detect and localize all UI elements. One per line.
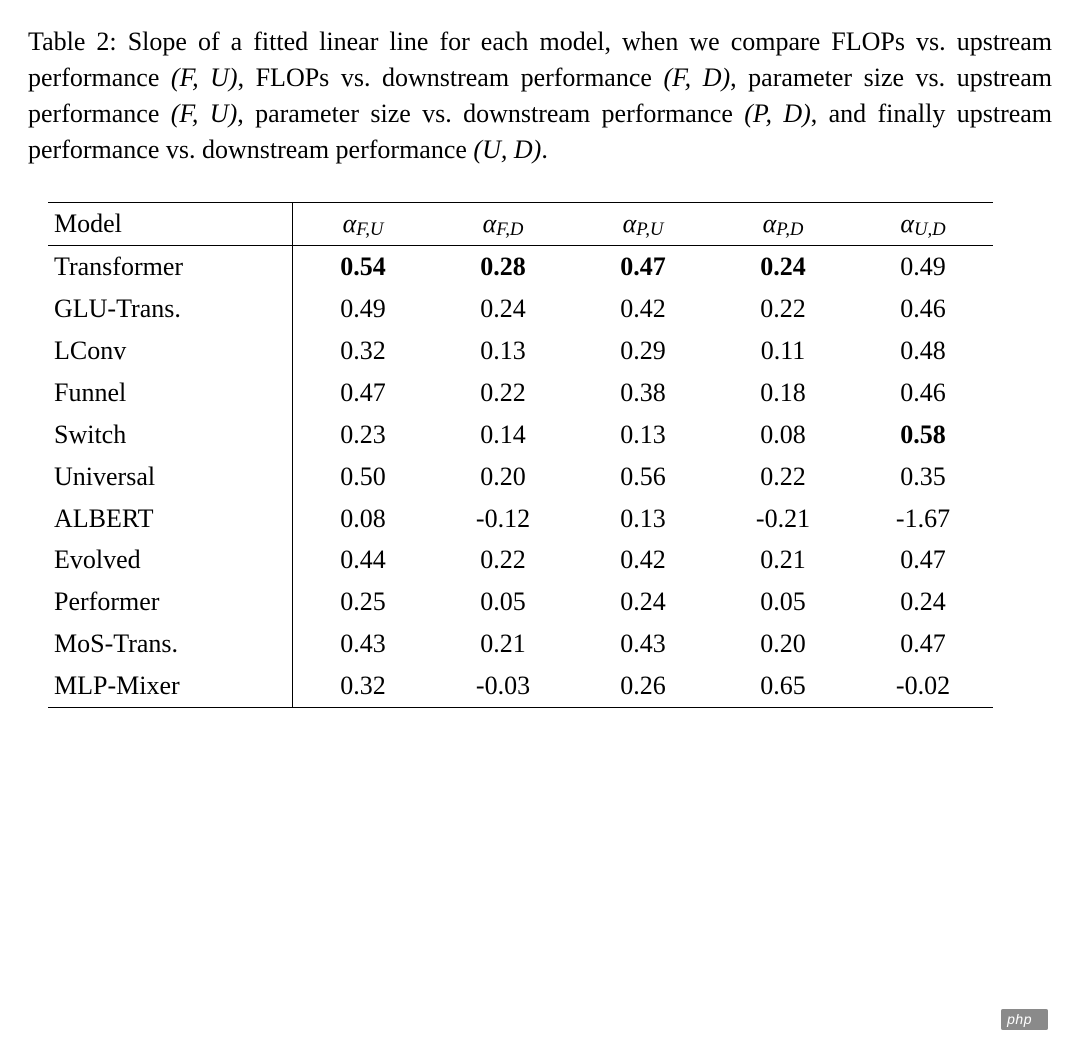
caption-pair-pd: (P, D) [744,99,811,128]
model-cell: Switch [48,414,293,456]
caption-pair-pu: (F, U) [171,99,238,128]
value-cell: 0.13 [573,414,713,456]
caption-pair-fu: ((F, U)F, U) [171,63,238,92]
caption-text: . [541,135,548,164]
value-cell: 0.32 [293,665,434,707]
value-cell: 0.21 [433,623,573,665]
model-cell: ALBERT [48,498,293,540]
value-cell: 0.24 [433,288,573,330]
value-cell: 0.47 [573,246,713,288]
value-cell: 0.47 [853,623,993,665]
value-cell: 0.42 [573,539,713,581]
value-cell: 0.22 [713,288,853,330]
caption-text: , FLOPs vs. downstream performance [238,63,664,92]
value-cell: 0.22 [433,372,573,414]
table-row: Evolved0.440.220.420.210.47 [48,539,993,581]
caption-text: , parameter size vs. downstream performa… [237,99,744,128]
model-cell: Transformer [48,246,293,288]
caption-pair-ud: (U, D) [473,135,541,164]
value-cell: -1.67 [853,498,993,540]
header-alpha-fd: αF,D [433,202,573,246]
table-body: Transformer0.540.280.470.240.49GLU-Trans… [48,246,993,708]
model-cell: MoS-Trans. [48,623,293,665]
value-cell: 0.08 [293,498,434,540]
value-cell: 0.08 [713,414,853,456]
value-cell: 0.24 [573,581,713,623]
value-cell: 0.44 [293,539,434,581]
table-row: Performer0.250.050.240.050.24 [48,581,993,623]
value-cell: 0.49 [853,246,993,288]
value-cell: 0.47 [293,372,434,414]
model-cell: Performer [48,581,293,623]
value-cell: 0.14 [433,414,573,456]
value-cell: 0.43 [573,623,713,665]
header-alpha-fu: αF,U [293,202,434,246]
watermark-badge: php [1001,1009,1048,1030]
value-cell: 0.05 [713,581,853,623]
header-alpha-pd: αP,D [713,202,853,246]
value-cell: 0.26 [573,665,713,707]
value-cell: 0.29 [573,330,713,372]
table-row: LConv0.320.130.290.110.48 [48,330,993,372]
value-cell: 0.58 [853,414,993,456]
value-cell: 0.46 [853,288,993,330]
header-alpha-ud: αU,D [853,202,993,246]
value-cell: 0.11 [713,330,853,372]
table-row: MLP-Mixer0.32-0.030.260.65-0.02 [48,665,993,707]
header-alpha-pu: αP,U [573,202,713,246]
table-row: Switch0.230.140.130.080.58 [48,414,993,456]
model-cell: GLU-Trans. [48,288,293,330]
table-row: Universal0.500.200.560.220.35 [48,456,993,498]
value-cell: 0.46 [853,372,993,414]
value-cell: 0.35 [853,456,993,498]
header-model: Model [48,202,293,246]
value-cell: 0.24 [713,246,853,288]
value-cell: 0.25 [293,581,434,623]
value-cell: -0.02 [853,665,993,707]
value-cell: -0.21 [713,498,853,540]
value-cell: -0.12 [433,498,573,540]
value-cell: 0.23 [293,414,434,456]
value-cell: 0.05 [433,581,573,623]
value-cell: 0.20 [433,456,573,498]
table-caption: Table 2: Slope of a fitted linear line f… [28,24,1052,168]
value-cell: 0.22 [433,539,573,581]
table-row: Funnel0.470.220.380.180.46 [48,372,993,414]
value-cell: 0.32 [293,330,434,372]
value-cell: 0.50 [293,456,434,498]
value-cell: 0.47 [853,539,993,581]
value-cell: 0.38 [573,372,713,414]
value-cell: 0.56 [573,456,713,498]
table-row: ALBERT0.08-0.120.13-0.21-1.67 [48,498,993,540]
table-row: Transformer0.540.280.470.240.49 [48,246,993,288]
value-cell: 0.49 [293,288,434,330]
value-cell: 0.13 [573,498,713,540]
model-cell: MLP-Mixer [48,665,293,707]
value-cell: 0.43 [293,623,434,665]
table-row: MoS-Trans.0.430.210.430.200.47 [48,623,993,665]
value-cell: -0.03 [433,665,573,707]
value-cell: 0.54 [293,246,434,288]
table-row: GLU-Trans.0.490.240.420.220.46 [48,288,993,330]
value-cell: 0.65 [713,665,853,707]
value-cell: 0.13 [433,330,573,372]
slope-table: Model αF,U αF,D αP,U αP,D αU,D Transform… [48,202,993,708]
model-cell: Funnel [48,372,293,414]
value-cell: 0.18 [713,372,853,414]
model-cell: Universal [48,456,293,498]
value-cell: 0.24 [853,581,993,623]
value-cell: 0.22 [713,456,853,498]
value-cell: 0.21 [713,539,853,581]
caption-pair-fd: (F, D) [663,63,730,92]
value-cell: 0.28 [433,246,573,288]
table-header-row: Model αF,U αF,D αP,U αP,D αU,D [48,202,993,246]
value-cell: 0.20 [713,623,853,665]
value-cell: 0.42 [573,288,713,330]
value-cell: 0.48 [853,330,993,372]
model-cell: Evolved [48,539,293,581]
model-cell: LConv [48,330,293,372]
